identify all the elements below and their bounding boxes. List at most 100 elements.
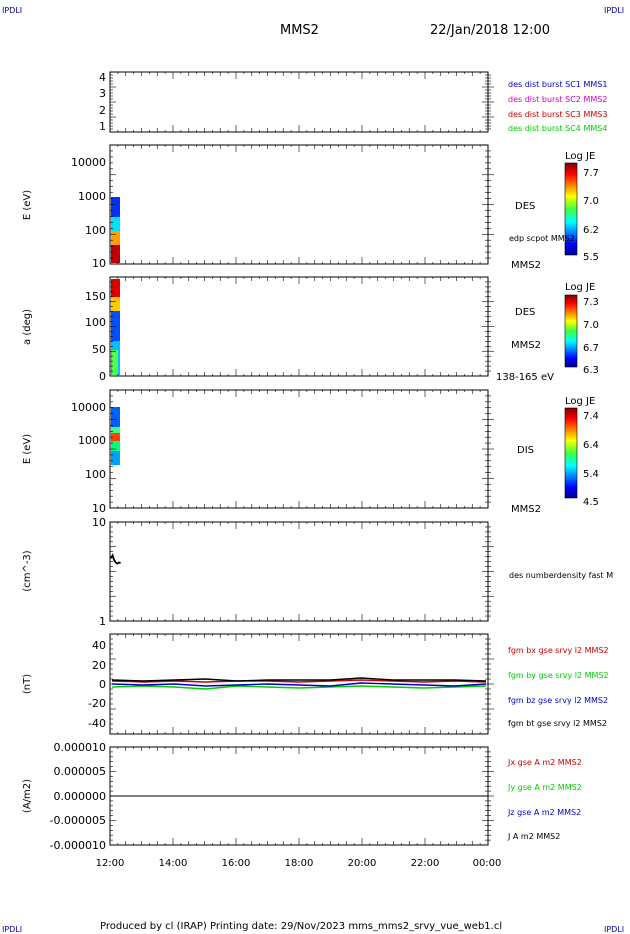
fgm-ylabel: (nT): [22, 674, 33, 694]
legend-fgm-bt: fgm bt gse srvy l2 MMS2: [508, 719, 607, 728]
fgm-series-line-0: [111, 679, 487, 683]
colorbar-des-pitch-title: Log JE: [565, 282, 595, 293]
colorbar-des-pitch-tick-3: 6.3: [583, 365, 599, 376]
current-ytick-p10: 0.000010: [54, 741, 107, 754]
dis-energy-spectrogram: [111, 407, 120, 465]
dis-energy-strip-top: [111, 407, 120, 427]
legend-burst-sc3: des dist burst SC3 MMS3: [508, 110, 607, 119]
fgm-series-line-3: [111, 677, 487, 682]
panel-frame-des-energy: [109, 144, 489, 265]
colorbar-des-energy: Log JE 7.7 7.0 6.2 5.5: [564, 151, 599, 263]
des-pitch-strip-top: [111, 279, 120, 297]
xtick-1800: 18:00: [285, 858, 314, 869]
xtick-1600: 16:00: [222, 858, 251, 869]
colorbar-dis-energy-tick-0: 7.4: [583, 411, 599, 422]
fgm-ytick-0: 0: [99, 678, 106, 691]
density-ylabel: (cm^-3): [22, 550, 33, 591]
corner-label-top-left: IPDLI: [2, 6, 22, 15]
des-pitch-ytick-150: 150: [85, 290, 106, 303]
panel-frame-dis-energy: [109, 389, 489, 509]
legend-fgm-by: fgm by gse srvy l2 MMS2: [508, 671, 609, 680]
dis-energy-strip-upper: [111, 427, 120, 433]
xtick-1200: 12:00: [96, 858, 125, 869]
dis-energy-ytick-10: 10: [92, 502, 106, 515]
des-energy-strip-low: [111, 245, 120, 263]
fgm-ytick-40: 40: [92, 639, 106, 652]
page-date: 22/Jan/2018 12:00: [430, 23, 550, 38]
des-pitch-ylabel: a (deg): [22, 309, 33, 345]
colorbar-des-energy-tick-3: 5.5: [583, 252, 599, 263]
panel-frame-density: [109, 521, 489, 622]
data-lines: [110, 553, 488, 797]
panel-frame-des-pitch: [109, 276, 489, 377]
corner-label-bottom-left: IPDLI: [2, 925, 22, 934]
colorbar-dis-energy-tick-2: 5.4: [583, 469, 599, 480]
xtick-1400: 14:00: [159, 858, 188, 869]
des-energy-ytick-10000: 10000: [71, 156, 106, 169]
colorbar-des-pitch-bar: [564, 294, 578, 368]
current-ytick-0: 0.000000: [54, 790, 107, 803]
colorbar-dis-energy-tick-3: 4.5: [583, 497, 599, 508]
colorbar-des-energy-tick-1: 7.0: [583, 196, 599, 207]
density-series-line: [110, 553, 121, 565]
legend-current-jz: Jz gse A m2 MMS2: [507, 808, 581, 817]
des-pitch-spectrogram: [111, 279, 120, 375]
legend-current-j: J A m2 MMS2: [507, 832, 560, 841]
colorbar-des-energy-tick-0: 7.7: [583, 168, 599, 179]
des-pitch-strip-upper: [111, 297, 120, 311]
current-ylabel: (A/m2): [22, 779, 33, 813]
footer-text: Produced by cl (IRAP) Printing date: 29/…: [100, 921, 502, 932]
colorbar-dis-energy-bar: [564, 407, 578, 499]
des-energy-ytick-1000: 1000: [78, 190, 106, 203]
fgm-ytick-m40: -40: [88, 717, 106, 730]
dis-energy-instrument-label: DIS: [517, 445, 534, 456]
colorbar-des-pitch-tick-1: 7.0: [583, 320, 599, 331]
fgm-ytick-20: 20: [92, 659, 106, 672]
des-pitch-instrument-label: DES: [515, 307, 535, 318]
colorbar-dis-energy-title: Log JE: [565, 396, 595, 407]
legend-edp-scpot: edp scpot MMS2: [509, 234, 575, 243]
current-ytick-m10: -0.000010: [50, 839, 106, 852]
des-pitch-energy-range: 138-165 eV: [496, 372, 554, 383]
colorbar-des-energy-tick-2: 6.2: [583, 225, 599, 236]
des-pitch-ytick-0: 0: [99, 370, 106, 383]
corner-label-top-right: IPDLI: [604, 6, 624, 15]
des-pitch-strip-green: [112, 350, 118, 375]
dis-energy-strip-hot: [111, 433, 120, 441]
burst-ytick-3: 3: [99, 87, 106, 100]
des-energy-spacecraft-label: MMS2: [511, 260, 541, 271]
corner-label-bottom-right: IPDLI: [604, 925, 624, 934]
colorbar-des-energy-bar: [564, 162, 578, 256]
legend-fgm-bz: fgm bz gse srvy l2 MMS2: [508, 696, 608, 705]
dis-energy-strip-bottom: [111, 451, 120, 465]
des-energy-strip-hot: [111, 231, 120, 245]
dis-energy-strip-lower: [111, 441, 120, 451]
colorbar-des-pitch-tick-0: 7.3: [583, 297, 599, 308]
legend-burst-sc2: des dist burst SC2 MMS2: [508, 95, 607, 104]
legend-current-jx: Jx gse A m2 MMS2: [507, 758, 582, 767]
fgm-series-line-2: [111, 682, 487, 687]
des-energy-ytick-100: 100: [85, 224, 106, 237]
dis-energy-ytick-100: 100: [85, 468, 106, 481]
legend-density: des numberdensity fast M: [509, 571, 613, 580]
colorbar-dis-energy: Log JE 7.4 6.4 5.4 4.5: [564, 396, 599, 508]
des-pitch-ytick-100: 100: [85, 316, 106, 329]
fgm-ytick-m20: -20: [88, 697, 106, 710]
burst-ytick-1: 1: [99, 120, 106, 133]
legend-burst-sc1: des dist burst SC1 MMS1: [508, 80, 607, 89]
panel-frame-burst: [109, 71, 489, 133]
axis-ticks: [109, 72, 494, 845]
current-ytick-p5: 0.000005: [54, 765, 107, 778]
des-energy-spectrogram: [111, 197, 120, 263]
xtick-2200: 22:00: [411, 858, 440, 869]
dis-energy-ytick-10000: 10000: [71, 401, 106, 414]
des-pitch-spacecraft-label: MMS2: [511, 340, 541, 351]
des-energy-strip-top: [111, 197, 120, 217]
dis-energy-spacecraft-label: MMS2: [511, 504, 541, 515]
legend-fgm-bx: fgm bx gse srvy l2 MMS2: [508, 646, 609, 655]
des-energy-ylabel: E (eV): [22, 190, 33, 220]
des-energy-instrument-label: DES: [515, 201, 535, 212]
density-ytick-10: 10: [92, 516, 106, 529]
